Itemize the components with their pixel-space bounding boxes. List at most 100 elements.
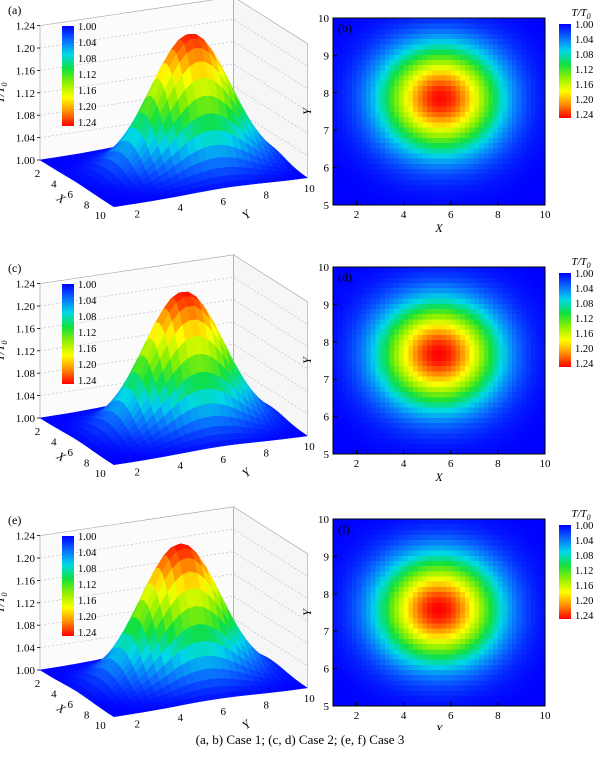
heatmap-cell	[422, 90, 428, 97]
heatmap-cell	[450, 355, 456, 361]
heatmap-cell	[530, 407, 536, 413]
heatmap-cell	[455, 334, 461, 341]
heatmap-cell	[356, 272, 362, 278]
heatmap-cell	[431, 287, 438, 294]
heatmap-cell	[493, 334, 499, 341]
heatmap-cell	[483, 64, 489, 71]
heatmap-cell	[516, 360, 522, 367]
heatmap-cell	[427, 153, 433, 159]
heatmap-cell	[493, 267, 499, 273]
heatmap-cell	[431, 412, 438, 419]
heatmap-cell	[365, 272, 372, 278]
heatmap-cell	[497, 173, 503, 180]
heatmap-cell	[535, 168, 541, 175]
heatmap-cell	[375, 163, 381, 170]
heatmap-cell	[356, 101, 362, 107]
heatmap-cell	[333, 360, 339, 367]
heatmap-cell	[394, 350, 400, 356]
heatmap-cell	[493, 282, 499, 289]
heatmap-cell	[398, 163, 405, 170]
heatmap-cell	[380, 433, 386, 439]
heatmap-cell	[408, 101, 414, 107]
heatmap-cell	[431, 365, 438, 372]
heatmap-cell	[446, 318, 452, 325]
heatmap-cell	[361, 386, 367, 393]
panel-label: (d)	[338, 270, 352, 284]
heatmap-cell	[384, 168, 390, 175]
heatmap-cell	[488, 101, 494, 107]
heatmap-cell	[361, 407, 367, 413]
heatmap-cell	[370, 391, 376, 398]
grid-line	[39, 344, 308, 392]
heatmap-cell	[450, 64, 456, 71]
heatmap-cell	[497, 396, 503, 403]
heatmap-cell	[356, 355, 362, 361]
heatmap-cell	[464, 158, 471, 164]
heatmap-cell	[526, 85, 532, 92]
heatmap-cell	[530, 142, 536, 149]
heatmap-cell	[512, 324, 518, 330]
heatmap-cell	[436, 428, 442, 434]
heatmap-cell	[370, 402, 376, 408]
heatmap-cell	[370, 132, 376, 138]
heatmap-cell	[408, 85, 414, 92]
heatmap-cell	[408, 121, 414, 128]
heatmap-cell	[441, 111, 447, 118]
heatmap-cell	[464, 95, 471, 102]
heatmap-cell	[474, 116, 480, 123]
y-tick-label: 6	[324, 412, 330, 424]
heatmap-cell	[446, 75, 452, 81]
heatmap-cell	[516, 339, 522, 346]
heatmap-cell	[403, 69, 409, 76]
heatmap-cell	[356, 189, 362, 196]
heatmap-cell	[389, 194, 395, 201]
heatmap-cell	[521, 448, 527, 455]
heatmap-cell	[380, 350, 386, 356]
heatmap-cell	[408, 189, 414, 196]
heatmap-cell	[347, 433, 353, 439]
heatmap-cell	[427, 267, 433, 273]
heatmap-cell	[535, 381, 541, 387]
heatmap-cell	[469, 386, 475, 393]
heatmap-cell	[441, 153, 447, 159]
heatmap-cell	[512, 142, 518, 149]
heatmap-cell	[398, 272, 405, 278]
heatmap-cell	[413, 277, 419, 283]
heatmap-cell	[460, 324, 466, 330]
heatmap-cell	[507, 433, 513, 439]
heatmap-cell	[526, 355, 532, 361]
heatmap-cell	[333, 396, 339, 403]
legend-label: 1.16	[575, 80, 593, 91]
heatmap-cell	[389, 339, 395, 346]
heatmap-cell	[375, 277, 381, 283]
heatmap-cell	[446, 111, 452, 118]
heatmap-cell	[507, 49, 513, 55]
heatmap-cell	[422, 448, 428, 455]
heatmap-cell	[507, 339, 513, 346]
heatmap-cell	[450, 417, 456, 424]
x-tick-label: 8	[495, 209, 501, 221]
heatmap-cell	[535, 272, 541, 278]
heatmap-cell	[356, 298, 362, 304]
legend-title: T/T0	[571, 7, 590, 21]
heatmap-cell	[417, 49, 423, 55]
heatmap-cell	[446, 23, 452, 29]
heatmap-cell	[375, 417, 381, 424]
heatmap-cell	[365, 267, 372, 273]
heatmap-cell	[413, 184, 419, 190]
heatmap-cell	[408, 433, 414, 439]
heatmap-cell	[413, 396, 419, 403]
heatmap-cell	[540, 433, 546, 439]
heatmap-cell	[497, 75, 503, 81]
heatmap-cell	[365, 95, 372, 102]
heatmap-cell	[516, 18, 522, 24]
heatmap-cell	[450, 38, 456, 45]
heatmap-cell	[413, 28, 419, 34]
heatmap-cell	[427, 391, 433, 398]
heatmap-cell	[370, 417, 376, 424]
heatmap-cell	[351, 370, 357, 377]
heatmap-cell	[436, 391, 442, 398]
heatmap-cell	[356, 168, 362, 175]
heatmap-cell	[351, 199, 357, 206]
heatmap-cell	[370, 127, 376, 133]
